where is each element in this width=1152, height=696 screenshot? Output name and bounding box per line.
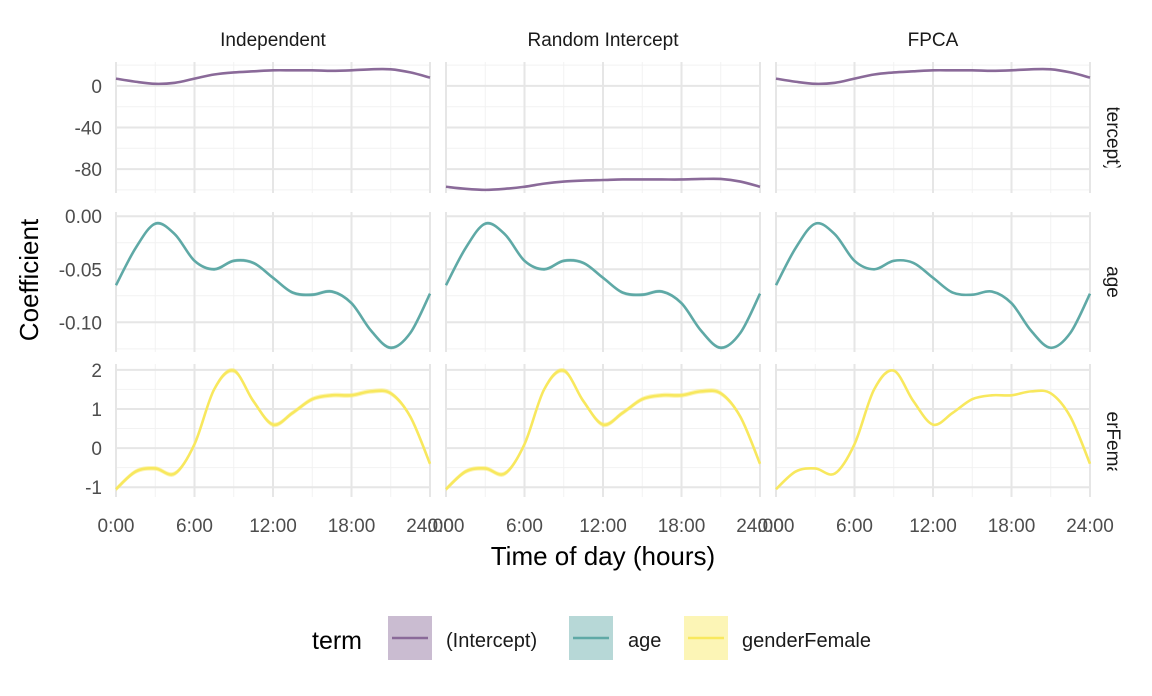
x-tick-label: 24:00 [1066,516,1114,537]
legend-item-intercept: (Intercept) [388,616,537,660]
x-tick-label: 12:00 [909,516,957,537]
y-tick-label: 0 [91,77,102,98]
panel-independent-intercept [115,62,431,193]
series-line-age [774,221,1092,350]
panel-fpca-genderfemale [775,364,1092,497]
series-line-genderfemale [775,369,1092,491]
series-line-age [444,221,762,350]
series-line-intercept [445,177,761,192]
panel-fpca-intercept [775,62,1091,193]
x-tick-label: 0:00 [428,516,465,537]
legend-item-age: age [569,616,661,660]
x-tick-label: 12:00 [249,516,297,537]
y-tick-label: -40 [75,119,102,140]
y-tick-label: 1 [91,400,102,421]
series-line-genderfemale [115,369,432,491]
facet-row-label-age: age [1102,266,1123,298]
facet-row-label-intercept: (Intercept) [1102,84,1123,171]
y-tick-label: -80 [75,160,102,181]
x-tick-label: 6:00 [506,516,543,537]
panel-random-intercept-age [444,212,762,352]
panel-random-intercept-genderfemale [445,364,762,497]
x-tick-label: 18:00 [988,516,1036,537]
legend-item-genderfemale: genderFemale [684,616,871,660]
legend-label: genderFemale [742,630,871,652]
panel-independent-genderfemale [115,364,432,497]
y-tick-label: -1 [85,478,102,499]
x-tick-label: 12:00 [579,516,627,537]
facet-row-label-genderfemale: genderFemale [1102,369,1123,492]
facet-column-label-independent: Independent [220,30,326,51]
x-tick-label: 0:00 [98,516,135,537]
legend-title: term [312,627,362,655]
x-tick-label: 18:00 [328,516,376,537]
x-tick-label: 6:00 [176,516,213,537]
y-tick-label: 2 [91,361,102,382]
legend-label: age [628,630,661,652]
panel-independent-age [114,212,432,352]
panel-fpca-age [774,212,1092,352]
legend-label: (Intercept) [446,630,537,652]
y-tick-label: 0.00 [65,207,102,228]
x-tick-label: 24:00 [736,516,784,537]
x-tick-label: 24:00 [406,516,454,537]
y-tick-label: 0 [91,439,102,460]
y-tick-label: -0.10 [59,313,102,334]
x-tick-label: 18:00 [658,516,706,537]
y-tick-label: -0.05 [59,260,102,281]
facet-column-label-random-intercept: Random Intercept [527,30,679,51]
series-line-genderfemale [445,369,762,491]
series-line-intercept [115,67,431,86]
series-line-age [114,221,432,350]
y-axis-title: Coefficient [14,218,44,341]
series-line-intercept [775,67,1091,86]
x-tick-label: 6:00 [836,516,873,537]
x-tick-label: 0:00 [758,516,795,537]
facet-column-label-fpca: FPCA [908,30,959,51]
x-axis-title: Time of day (hours) [491,541,715,571]
panel-random-intercept-intercept [445,62,761,193]
